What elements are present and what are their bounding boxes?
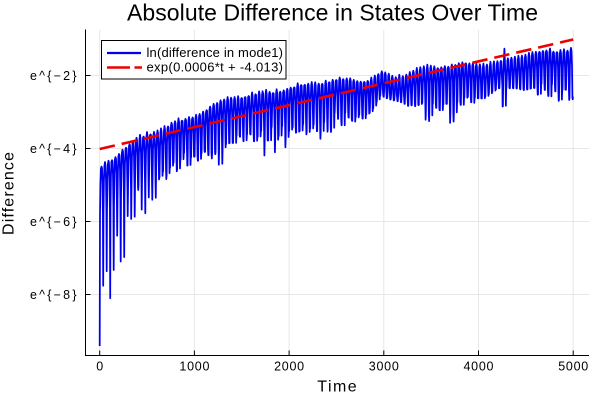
- svg-text:e^{−4}: e^{−4}: [30, 142, 77, 156]
- svg-text:exp(0.0006*t + -4.013): exp(0.0006*t + -4.013): [147, 60, 284, 75]
- svg-text:e^{−2}: e^{−2}: [30, 69, 77, 83]
- svg-text:e^{−8}: e^{−8}: [30, 288, 77, 302]
- svg-text:Difference: Difference: [1, 152, 18, 235]
- svg-text:e^{−6}: e^{−6}: [30, 215, 77, 229]
- svg-text:Time: Time: [317, 378, 356, 395]
- svg-text:Absolute Difference in States: Absolute Difference in States Over Time: [127, 0, 538, 26]
- svg-text:ln(difference in mode1): ln(difference in mode1): [147, 45, 284, 60]
- svg-text:3000: 3000: [369, 360, 399, 374]
- svg-text:0: 0: [96, 360, 103, 374]
- svg-text:2000: 2000: [274, 360, 304, 374]
- svg-text:4000: 4000: [464, 360, 494, 374]
- svg-text:5000: 5000: [558, 360, 588, 374]
- svg-text:1000: 1000: [179, 360, 209, 374]
